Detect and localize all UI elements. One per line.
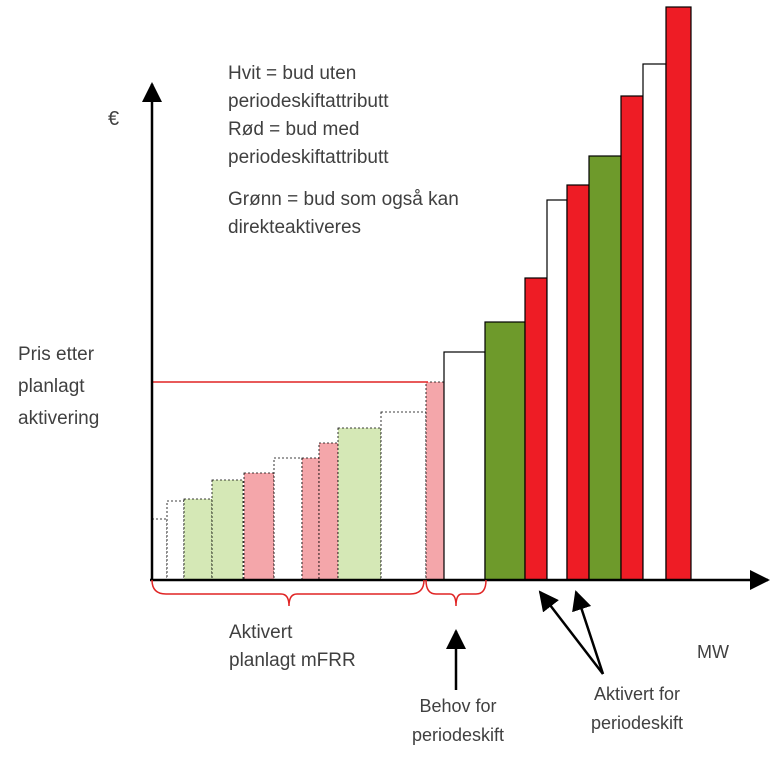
price-label-line: Pris etter	[18, 344, 95, 365]
price-label-line: planlagt	[18, 376, 85, 397]
bid-bar-green-activated	[183, 498, 213, 581]
legend-line: Hvit = bud uten	[228, 63, 356, 84]
label-line: Aktivert for	[594, 684, 680, 704]
bid-bar-red	[566, 184, 590, 581]
label-line: planlagt mFRR	[229, 650, 356, 671]
bid-bar-white-activated	[166, 500, 185, 581]
bid-bar-red	[524, 277, 548, 581]
bid-bar-white-activated	[273, 457, 303, 581]
bid-bar-red-activated	[425, 381, 445, 581]
bid-bar-red-activated	[301, 457, 320, 581]
legend: Hvit = bud uten periodeskiftattributt Rø…	[228, 63, 459, 238]
arrow-activated-period-shift-2	[572, 590, 605, 675]
bracket-activated-planned	[151, 579, 425, 607]
label-line: periodeskift	[412, 725, 504, 745]
bid-bar-green	[484, 321, 526, 581]
label-line: Aktivert	[229, 622, 293, 643]
bid-bar-green-activated	[211, 479, 244, 581]
bid-stack	[151, 6, 692, 581]
bracket-need-period-shift	[425, 579, 487, 607]
bid-bar-green	[588, 155, 622, 581]
legend-line: direkteaktiveres	[228, 217, 361, 238]
label-line: Behov for	[419, 696, 496, 716]
x-axis-label: MW	[697, 642, 729, 662]
label-need-period-shift: Behov for periodeskift	[412, 696, 504, 745]
bid-bar-red-activated	[243, 472, 275, 581]
legend-line: Grønn = bud som også kan	[228, 189, 459, 210]
bid-bar-red-activated	[318, 442, 339, 581]
legend-line: periodeskiftattributt	[228, 91, 389, 112]
bid-bar-red	[620, 95, 644, 581]
label-activated-planned: Aktivert planlagt mFRR	[229, 622, 356, 671]
legend-line: Rød = bud med	[228, 119, 360, 140]
bid-bar-white-activated	[151, 518, 168, 581]
bid-bar-white-activated	[380, 411, 427, 581]
bid-bar-white	[443, 351, 486, 581]
bid-bar-white	[546, 199, 568, 581]
price-label: Pris etter planlagt aktivering	[18, 344, 99, 429]
label-activated-period-shift: Aktivert for periodeskift	[591, 684, 683, 733]
legend-line: periodeskiftattributt	[228, 147, 389, 168]
y-axis-label: €	[108, 108, 119, 130]
bid-bar-green-activated	[337, 427, 382, 581]
price-label-line: aktivering	[18, 408, 99, 429]
bid-bar-red	[665, 6, 692, 581]
label-line: periodeskift	[591, 713, 683, 733]
bid-bar-white	[642, 63, 667, 581]
arrow-activated-period-shift-1	[538, 590, 604, 675]
